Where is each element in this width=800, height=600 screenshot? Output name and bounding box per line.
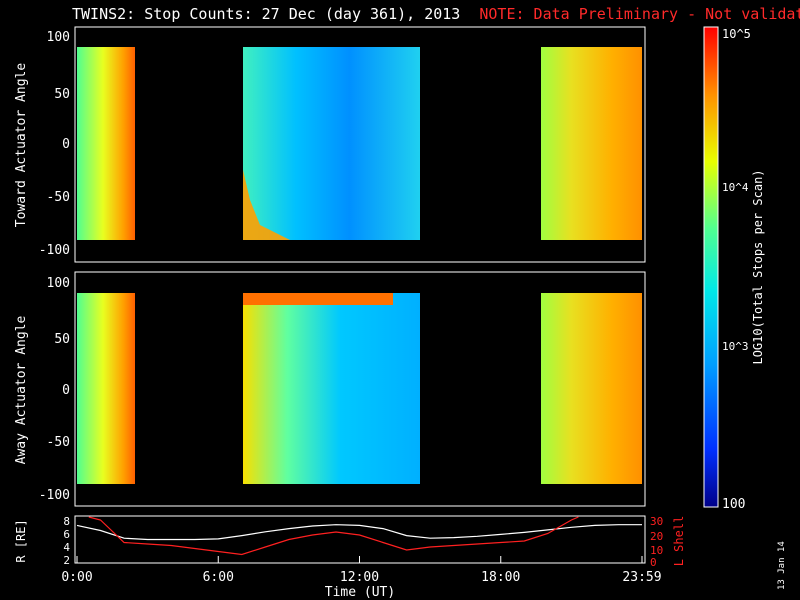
away-ytick-label: 50 [54, 332, 70, 347]
orbit-right-ytick-label: 10 [650, 544, 663, 557]
time-axis-tick-label: 12:00 [340, 570, 379, 585]
time-axis-tick-label: 23:59 [622, 570, 661, 585]
toward-segment-2-edge [243, 170, 290, 240]
orbit-lines [76, 516, 642, 556]
away-ytick-label: -100 [39, 488, 70, 503]
colorbar-tick-label: 10^4 [722, 181, 749, 194]
orbit-left-ytick-label: 6 [63, 528, 70, 541]
orbit-panel: R [RE] L Shell 8 6 4 2 30 20 10 0 0:00 6:… [14, 515, 686, 600]
orbit-left-ylabel: R [RE] [14, 519, 28, 562]
orbit-left-ytick-label: 8 [63, 515, 70, 528]
away-segment-3 [541, 293, 642, 484]
orbit-right-ytick-label: 30 [650, 515, 663, 528]
chart-title: TWINS2: Stop Counts: 27 Dec (day 361), 2… [72, 5, 461, 23]
toward-segment-1 [77, 47, 135, 240]
orbit-right-yticks: 30 20 10 0 [650, 515, 663, 569]
colorbar: 10^5 10^4 10^3 100 LOG10(Total Stops per… [703, 26, 765, 512]
orbit-right-ytick-label: 20 [650, 530, 663, 543]
toward-ytick-label: 0 [62, 137, 70, 152]
time-axis-label: Time (UT) [325, 585, 395, 600]
time-axis-tick-label: 0:00 [61, 570, 92, 585]
toward-segment-2 [243, 47, 420, 240]
chart-title-row: TWINS2: Stop Counts: 27 Dec (day 361), 2… [72, 5, 800, 23]
orbit-left-ytick-label: 2 [63, 554, 70, 567]
colorbar-tick-label: 100 [722, 497, 745, 512]
preliminary-note: NOTE: Data Preliminary - Not validated [479, 5, 800, 23]
away-panel: Away Actuator Angle 100 50 0 -50 -100 [14, 271, 646, 507]
colorbar-tick-label: 10^3 [722, 340, 749, 353]
date-stamp: 13 Jan 14 [777, 541, 787, 590]
toward-yticks: 100 50 0 -50 -100 [39, 30, 70, 258]
toward-ytick-label: -100 [39, 243, 70, 258]
toward-ytick-label: -50 [47, 190, 70, 205]
time-axis-ticks: 0:00 6:00 12:00 18:00 23:59 [61, 556, 662, 585]
away-heatmap [77, 293, 642, 484]
orbit-left-yticks: 8 6 4 2 [63, 515, 70, 567]
away-ytick-label: 0 [62, 383, 70, 398]
colorbar-scale [703, 26, 719, 508]
orbit-left-ytick-label: 4 [63, 541, 70, 554]
colorbar-label: LOG10(Total Stops per Scan) [751, 169, 765, 364]
toward-panel: Toward Actuator Angle 100 50 0 -50 -100 [14, 26, 646, 263]
toward-ytick-label: 50 [54, 87, 70, 102]
orbit-right-ylabel: L Shell [672, 516, 686, 567]
away-segment-2-top [243, 293, 393, 305]
away-yticks: 100 50 0 -50 -100 [39, 276, 70, 503]
orbit-right-ytick-label: 0 [650, 556, 657, 569]
away-ytick-label: 100 [47, 276, 70, 291]
toward-heatmap [77, 47, 642, 240]
away-ylabel: Away Actuator Angle [14, 315, 29, 464]
away-ytick-label: -50 [47, 435, 70, 450]
away-segment-1 [77, 293, 135, 484]
lshell-series-line [88, 516, 579, 556]
away-segment-2 [243, 293, 420, 484]
toward-ylabel: Toward Actuator Angle [14, 63, 29, 228]
toward-ytick-label: 100 [47, 30, 70, 45]
time-axis-tick-label: 18:00 [481, 570, 520, 585]
toward-segment-3 [541, 47, 642, 240]
colorbar-tick-label: 10^5 [722, 27, 751, 41]
time-axis-tick-label: 6:00 [203, 570, 234, 585]
r-series-line [76, 524, 642, 541]
